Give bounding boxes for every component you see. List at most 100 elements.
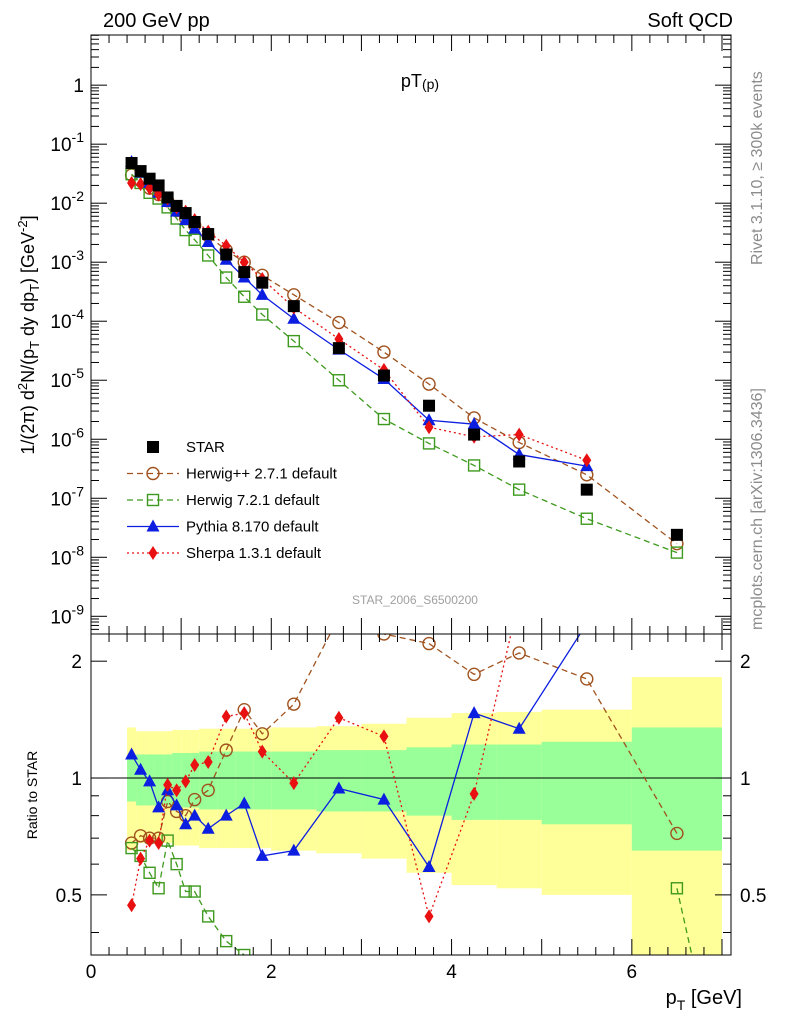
ratio-point xyxy=(379,729,389,744)
ratio-point xyxy=(143,774,157,787)
ratio-point xyxy=(172,783,182,798)
legend-label: Herwig++ 2.7.1 default xyxy=(186,466,338,483)
ratio-series-line xyxy=(131,838,246,955)
data-point xyxy=(255,287,269,300)
ratio-series-1 xyxy=(125,834,693,955)
ratio-point xyxy=(170,857,183,871)
band-inner xyxy=(316,750,362,812)
data-point xyxy=(220,248,233,261)
ratio-point xyxy=(152,882,165,895)
band-inner xyxy=(406,747,452,816)
data-point xyxy=(127,175,137,190)
data-point xyxy=(377,345,391,359)
ratio-point xyxy=(289,776,299,791)
main-plot-panel: 1 10-1 10-2 10-3 10-4 10-5 10-6 10-7 10-8 10-9 pT… xyxy=(15,34,732,635)
data-point xyxy=(256,276,269,289)
band-inner xyxy=(631,727,722,851)
ratio-point xyxy=(143,866,156,879)
series-0 xyxy=(125,156,683,541)
data-point xyxy=(238,266,251,279)
data-point xyxy=(238,290,251,303)
ratio-point xyxy=(287,843,301,856)
y-tick-label: 10-2 xyxy=(50,188,84,215)
side-label-mcplots: mcplots.cern.ch [arXiv:1306.3436] xyxy=(749,388,766,630)
ratio-point xyxy=(201,910,215,923)
ratio-point xyxy=(170,798,184,811)
band-inner xyxy=(136,754,146,806)
ratio-point xyxy=(424,909,434,924)
data-point xyxy=(287,300,300,313)
data-point xyxy=(670,528,683,541)
data-point xyxy=(422,437,436,450)
data-point xyxy=(287,311,301,324)
data-point xyxy=(332,342,345,355)
data-point xyxy=(220,271,233,284)
data-point xyxy=(239,255,249,270)
y-tick-label: 10-9 xyxy=(50,601,84,628)
ratio-point xyxy=(257,744,267,759)
band-inner xyxy=(154,754,164,806)
legend-marker xyxy=(147,441,159,453)
ratio-point xyxy=(154,836,164,851)
ratio-point xyxy=(179,885,192,898)
x-tick-label: 6 xyxy=(627,962,638,983)
ratio-point xyxy=(152,800,166,813)
header-right: Soft QCD xyxy=(647,10,733,32)
y-tick-label: 10-4 xyxy=(50,306,84,333)
band-inner xyxy=(253,751,272,810)
ratio-point xyxy=(220,934,233,948)
ratio-y-tick-label: 0.5 xyxy=(56,886,82,907)
legend-marker xyxy=(146,493,160,507)
data-point xyxy=(513,455,526,468)
legend-marker xyxy=(146,466,160,481)
ratio-point xyxy=(512,646,526,660)
data-point xyxy=(332,315,346,330)
ratio-point xyxy=(580,672,594,686)
ratio-point xyxy=(377,634,391,641)
ratio-point xyxy=(377,792,391,805)
ratio-point xyxy=(125,747,139,760)
header-left: 200 GeV pp xyxy=(103,10,210,32)
ratio-point xyxy=(201,783,215,797)
ratio-point xyxy=(422,859,436,872)
ratio-point xyxy=(133,829,148,843)
y-tick-label: 10-5 xyxy=(50,365,84,392)
ratio-point xyxy=(190,758,200,773)
ratio-point xyxy=(467,667,481,682)
ratio-series-2 xyxy=(125,634,581,872)
ratio-point xyxy=(181,774,191,789)
ratio-point xyxy=(422,636,436,651)
ratio-plot-panel: 0.5 0.5 1 1 2 2 0 2 4 6 Ratio to STAR pT [GeV] xyxy=(24,633,766,1013)
ratio-point xyxy=(188,885,201,898)
ratio-point xyxy=(179,817,193,830)
y-tick-label: 10-3 xyxy=(50,247,84,274)
band-inner xyxy=(496,744,542,820)
band-inner xyxy=(127,757,137,802)
data-point xyxy=(201,249,215,262)
legend-label: Herwig 7.2.1 default xyxy=(186,492,320,509)
ratio-point xyxy=(467,706,481,719)
data-point xyxy=(188,216,201,229)
data-point xyxy=(179,207,192,220)
data-point xyxy=(134,165,147,178)
band-inner xyxy=(541,741,632,825)
data-point xyxy=(136,177,146,192)
ratio-point xyxy=(134,762,148,775)
data-point xyxy=(125,156,138,169)
data-point xyxy=(512,483,526,496)
ratio-point xyxy=(136,851,146,866)
y-tick-label: 10-8 xyxy=(50,542,84,569)
x-tick-label: 4 xyxy=(446,962,457,983)
ratio-point xyxy=(237,796,251,809)
data-point xyxy=(188,233,201,246)
ratio-point xyxy=(163,777,173,792)
ratio-y-tick-label: 2 xyxy=(71,652,82,673)
ratio-y-tick-label-right: 1 xyxy=(740,769,751,790)
ratio-plot-frame xyxy=(90,633,732,956)
side-label-rivet: Rivet 3.1.10, ≥ 300k events xyxy=(749,71,766,265)
ratio-point xyxy=(145,833,155,848)
ratio-point xyxy=(219,808,233,821)
ratio-point xyxy=(161,834,174,847)
analysis-watermark: STAR_2006_S6500200 xyxy=(352,593,478,607)
